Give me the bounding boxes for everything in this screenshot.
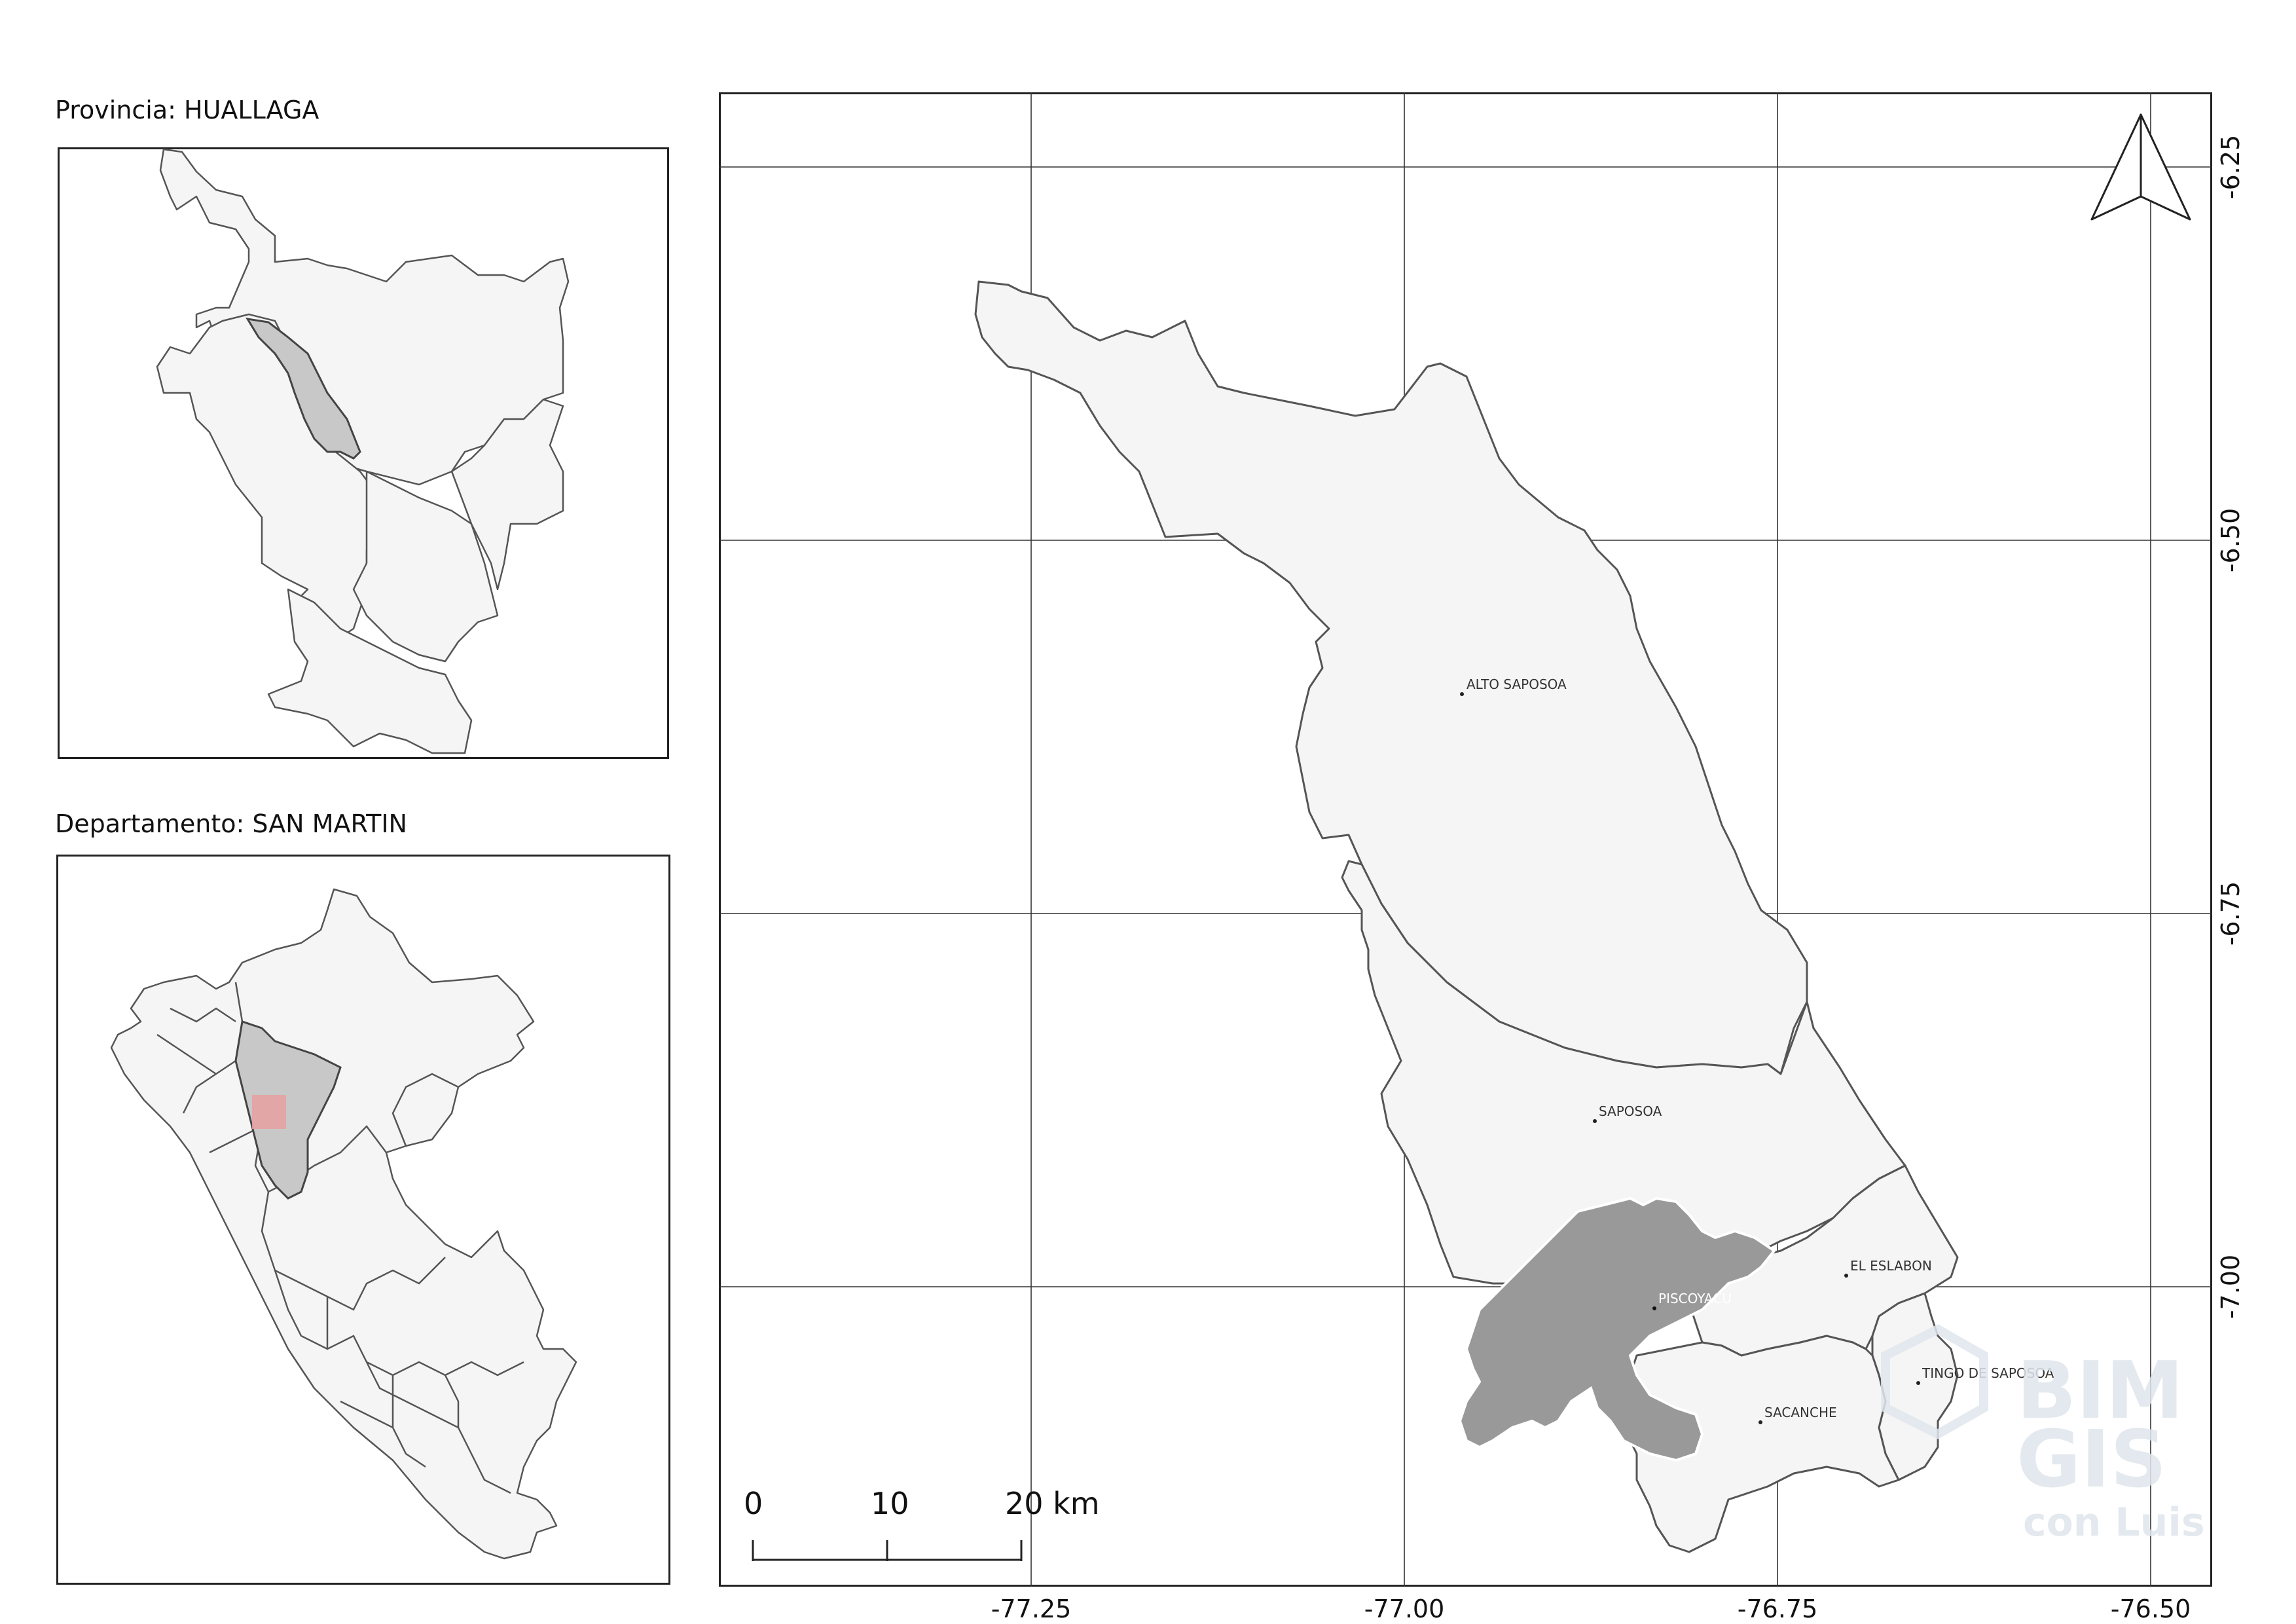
x-tick-label: -77.25 <box>991 1595 1072 1623</box>
place-marker <box>1916 1381 1920 1385</box>
north-arrow-icon <box>2090 113 2191 221</box>
peru-outline <box>110 888 577 1560</box>
x-tick-label: -77.00 <box>1364 1595 1445 1623</box>
y-tick-label: -7.00 <box>2216 1255 2245 1319</box>
san-martin-department <box>234 1020 342 1200</box>
watermark-line1: BIM <box>2016 1346 2184 1437</box>
district-alto-saposoa <box>974 280 1808 1075</box>
locator-box <box>252 1095 286 1129</box>
scale-label-0: 0 <box>744 1486 763 1521</box>
place-saposoa: SAPOSOA <box>1599 1103 1662 1119</box>
scale-label-20km: 20 km <box>1005 1486 1100 1521</box>
watermark-line3: con Luis <box>2023 1500 2205 1545</box>
watermark-line2: GIS <box>2016 1414 2167 1505</box>
scale-label-10: 10 <box>871 1486 909 1521</box>
y-axis-ticks: -6.25 -6.50 -6.75 -7.00 <box>2216 135 2245 1319</box>
province-inset-map <box>156 148 570 754</box>
y-tick-label: -6.75 <box>2216 881 2245 946</box>
department-inset-title: Departamento: SAN MARTIN <box>55 809 407 838</box>
place-marker <box>1460 692 1464 696</box>
province-district-east <box>450 398 564 591</box>
place-alto-saposoa: ALTO SAPOSOA <box>1467 676 1567 692</box>
x-axis-ticks: -77.25 -77.00 -76.75 -76.50 <box>991 1595 2191 1623</box>
province-selected-district <box>246 318 361 460</box>
department-inset-map <box>110 888 577 1560</box>
place-el-eslabon: EL ESLABON <box>1850 1258 1932 1274</box>
place-piscoyacu: PISCOYACU <box>1658 1291 1732 1306</box>
place-marker <box>1593 1119 1597 1123</box>
main-map: ALTO SAPOSOA SAPOSOA EL ESLABON PISCOYAC… <box>719 92 2212 1587</box>
district-sacanche <box>1622 1335 1900 1553</box>
province-district-south <box>267 588 473 754</box>
place-sacanche: SACANCHE <box>1764 1405 1837 1420</box>
y-tick-label: -6.50 <box>2216 508 2245 572</box>
province-inset-title: Provincia: HUALLAGA <box>55 96 319 124</box>
district-piscoyacu <box>1458 1196 1776 1462</box>
place-labels: ALTO SAPOSOA SAPOSOA EL ESLABON PISCOYAC… <box>1460 676 2054 1424</box>
x-tick-label: -76.50 <box>2111 1595 2191 1623</box>
watermark-logo-icon <box>1881 1324 1988 1439</box>
place-marker <box>1652 1306 1656 1310</box>
province-district-center <box>352 470 499 663</box>
province-district-west <box>156 313 381 656</box>
watermark: BIM GIS con Luis <box>1881 1324 2205 1545</box>
place-marker <box>1758 1420 1762 1424</box>
place-marker <box>1844 1274 1848 1278</box>
scale-bar: 0 10 20 km <box>744 1486 1100 1561</box>
peru-internal-boundaries <box>156 982 524 1494</box>
y-tick-label: -6.25 <box>2216 135 2245 199</box>
x-tick-label: -76.75 <box>1738 1595 1818 1623</box>
